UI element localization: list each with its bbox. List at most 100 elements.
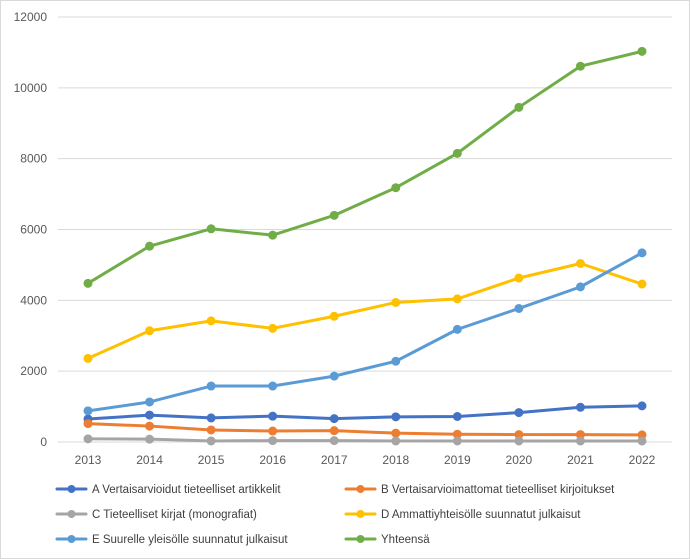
series-lines [83, 46, 647, 446]
data-point [206, 413, 216, 423]
data-point [637, 436, 647, 446]
legend-item: C Tieteelliset kirjat (monografiat) [55, 509, 257, 521]
x-tick-label: 2019 [444, 453, 471, 467]
data-point [452, 436, 462, 446]
legend-marker [67, 535, 76, 543]
x-tick-label: 2015 [198, 453, 225, 467]
legend-label: Yhteensä [381, 534, 430, 546]
data-point [83, 353, 93, 363]
gridlines [58, 16, 672, 443]
data-point [452, 294, 462, 304]
data-point [575, 436, 585, 446]
data-point [268, 381, 278, 391]
data-point [391, 436, 401, 446]
data-point [391, 356, 401, 366]
data-point [83, 406, 93, 416]
y-tick-label: 12000 [14, 10, 48, 24]
data-point [145, 326, 155, 336]
legend-item: D Ammattiyhteisölle suunnatut julkaisut [344, 509, 581, 521]
legend-item: E Suurelle yleisölle suunnatut julkaisut [55, 534, 288, 546]
data-point [575, 402, 585, 412]
data-point [514, 273, 524, 283]
y-tick-label: 4000 [20, 293, 47, 307]
data-point [391, 428, 401, 438]
data-point [514, 102, 524, 112]
x-tick-label: 2017 [321, 453, 348, 467]
data-point [575, 61, 585, 71]
series-line [86, 437, 644, 443]
series-5 [83, 248, 647, 416]
legend-label: A Vertaisarvioidut tieteelliset artikkel… [92, 484, 281, 496]
data-point [329, 311, 339, 321]
legend-label: D Ammattiyhteisölle suunnatut julkaisut [381, 509, 581, 521]
legend-marker [356, 510, 365, 518]
data-point [575, 259, 585, 268]
y-tick-label: 0 [40, 435, 47, 449]
data-point [329, 371, 339, 381]
data-point [514, 436, 524, 446]
series-line [86, 262, 644, 360]
data-point [206, 224, 216, 234]
data-point [637, 248, 647, 258]
y-tick-label: 10000 [14, 81, 48, 95]
data-point [452, 324, 462, 334]
y-axis-ticks: 0 2000 4000 6000 8000 10000 12000 [14, 10, 48, 449]
data-point [145, 410, 155, 420]
data-point [514, 303, 524, 313]
x-tick-label: 2016 [259, 453, 286, 467]
data-point [637, 46, 647, 56]
series-line [86, 404, 644, 421]
y-tick-label: 8000 [20, 152, 47, 166]
data-point [452, 412, 462, 421]
series-3 [83, 434, 647, 446]
x-tick-label: 2020 [506, 453, 533, 467]
data-point [329, 426, 339, 436]
legend-label: E Suurelle yleisölle suunnatut julkaisut [92, 534, 288, 546]
x-tick-label: 2013 [75, 453, 102, 467]
data-point [268, 411, 278, 421]
series-1 [83, 401, 647, 424]
data-point [206, 436, 216, 446]
data-point [145, 241, 155, 251]
data-point [391, 183, 401, 193]
x-tick-label: 2021 [567, 453, 594, 467]
data-point [637, 279, 647, 289]
y-tick-label: 2000 [20, 364, 47, 378]
data-point [268, 436, 278, 446]
legend-label: B Vertaisarvioimattomat tieteelliset kir… [381, 484, 615, 496]
x-tick-label: 2022 [629, 453, 656, 467]
data-point [329, 210, 339, 220]
legend-item: B Vertaisarvioimattomat tieteelliset kir… [344, 484, 615, 496]
data-point [637, 401, 647, 411]
legend-marker [67, 510, 76, 518]
data-point [145, 397, 155, 407]
data-point [452, 148, 462, 158]
legend-label: C Tieteelliset kirjat (monografiat) [92, 509, 257, 521]
legend-marker [356, 485, 365, 493]
series-line [86, 422, 644, 437]
legend: A Vertaisarvioidut tieteelliset artikkel… [55, 484, 615, 546]
data-point [206, 425, 216, 435]
y-tick-label: 6000 [20, 223, 47, 237]
data-point [268, 323, 278, 333]
data-point [145, 434, 155, 444]
legend-marker [67, 485, 76, 493]
data-point [268, 230, 278, 240]
data-point [391, 412, 401, 422]
x-tick-label: 2014 [136, 453, 163, 467]
x-tick-label: 2018 [382, 453, 409, 467]
data-point [329, 414, 339, 424]
data-point [83, 278, 93, 288]
series-line [86, 49, 644, 285]
series-6 [83, 46, 647, 288]
data-point [268, 426, 278, 436]
legend-item: Yhteensä [344, 534, 430, 546]
series-line [86, 251, 644, 413]
legend-item: A Vertaisarvioidut tieteelliset artikkel… [55, 484, 281, 496]
legend-marker [356, 535, 365, 543]
x-axis-ticks: 2013 2014 2015 2016 2017 2018 2019 2020 2021 2022 [75, 453, 656, 467]
data-point [329, 436, 339, 446]
data-point [575, 282, 585, 292]
